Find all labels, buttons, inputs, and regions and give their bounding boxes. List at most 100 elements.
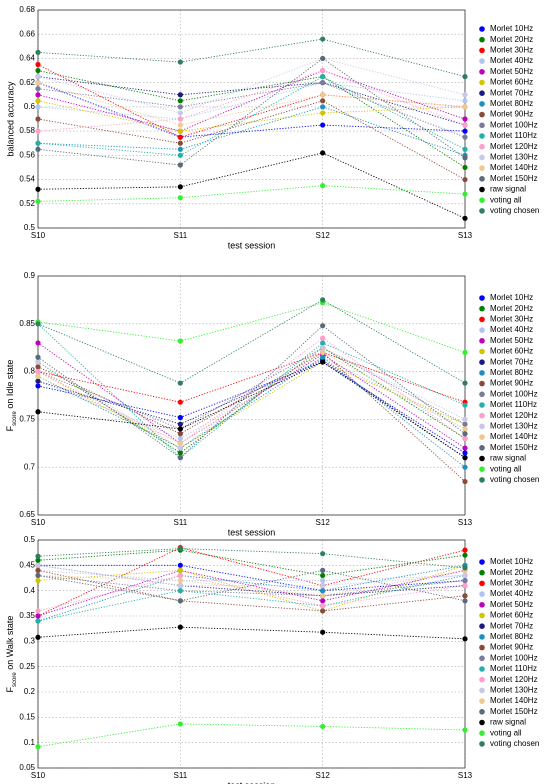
data-point: [35, 321, 41, 327]
data-point: [177, 399, 183, 405]
data-point: [462, 104, 468, 110]
legend-label: voting chosen: [490, 475, 539, 484]
legend-marker: [479, 730, 485, 736]
series-line: [37, 76, 466, 156]
legend-label: Morlet 10Hz: [490, 24, 533, 33]
data-point: [320, 122, 326, 128]
data-point: [177, 92, 183, 98]
series-line: [37, 569, 466, 581]
data-point: [177, 128, 183, 134]
data-point: [35, 608, 41, 614]
legend-marker: [479, 591, 485, 597]
data-point: [177, 455, 183, 461]
data-point: [462, 577, 468, 584]
data-point: [462, 380, 468, 386]
data-point: [35, 378, 41, 384]
series-line: [37, 337, 466, 444]
data-point: [320, 67, 326, 74]
legend-label: Morlet 130Hz: [490, 686, 538, 695]
data-point: [177, 122, 183, 128]
data-point: [462, 547, 468, 553]
data-point: [35, 359, 41, 365]
legend-marker: [479, 455, 485, 462]
series-line: [37, 569, 466, 597]
data-point: [462, 155, 468, 161]
y-tick-label: 0.62: [19, 78, 35, 87]
data-point: [177, 195, 183, 201]
series-line: [37, 575, 466, 612]
data-point: [177, 152, 183, 158]
panel: 0.05 0.1 0.15 0.2 0.25 0.3 0.35 0.4 0.45 0.5 S10 S1…: [5, 535, 539, 784]
data-point: [35, 74, 41, 80]
legend-label: Morlet 60Hz: [490, 78, 533, 87]
data-point: [177, 59, 183, 65]
data-point: [320, 629, 326, 635]
legend-label: Morlet 30Hz: [490, 579, 533, 588]
legend-marker: [479, 327, 485, 333]
data-point: [35, 98, 41, 104]
legend-marker: [479, 58, 485, 64]
data-point: [462, 445, 468, 451]
data-point: [177, 184, 183, 190]
legend-label: Morlet 150Hz: [490, 707, 538, 716]
legend-marker: [479, 197, 485, 203]
plot-frame: [37, 539, 466, 769]
data-point: [320, 598, 326, 604]
data-point: [35, 364, 41, 370]
data-point: [462, 583, 468, 589]
data-point: [177, 146, 183, 152]
series-line: [37, 57, 466, 166]
series-line: [37, 302, 466, 353]
legend-label: Morlet 50Hz: [490, 336, 533, 345]
series-line: [37, 575, 466, 622]
legend-label: Morlet 10Hz: [490, 557, 533, 566]
series-line: [37, 82, 466, 138]
legend-label: Morlet 120Hz: [490, 142, 538, 151]
data-point: [320, 297, 326, 303]
legend-marker: [479, 580, 485, 587]
legend-label: Morlet 70Hz: [490, 621, 533, 630]
y-tick-label: 0.25: [19, 662, 35, 671]
legend-label: Morlet 60Hz: [490, 347, 533, 356]
x-tick-label: S12: [316, 518, 331, 527]
data-point: [320, 80, 326, 86]
legend-marker: [479, 623, 485, 629]
data-point: [35, 553, 41, 559]
data-point: [320, 104, 326, 110]
series-line: [37, 564, 466, 622]
y-tick-label: 0.64: [19, 54, 35, 63]
y-tick-label: 0.58: [19, 126, 35, 135]
legend-label: Morlet 50Hz: [490, 600, 533, 609]
legend-marker: [479, 719, 485, 726]
legend-marker: [479, 186, 485, 193]
data-point: [35, 104, 41, 110]
legend-label: Morlet 100Hz: [490, 389, 538, 398]
y-axis-label: Fscore on Walk state: [5, 616, 17, 693]
legend-label: raw signal: [490, 718, 526, 727]
data-point: [35, 92, 41, 98]
data-point: [320, 340, 326, 346]
data-point: [35, 634, 41, 640]
legend-label: voting chosen: [490, 739, 539, 748]
legend-marker: [479, 741, 485, 747]
series-line: [37, 323, 466, 459]
legend-marker: [479, 90, 485, 96]
x-tick-label: S12: [316, 231, 331, 240]
data-point: [320, 583, 326, 589]
series-line: [37, 82, 466, 138]
legend-label: Morlet 40Hz: [490, 589, 533, 598]
data-point: [177, 583, 183, 589]
data-point: [35, 562, 41, 568]
y-axis-label-rest: on Idle state: [5, 360, 15, 412]
legend-label: Morlet 30Hz: [490, 315, 533, 324]
y-tick-label: 0.1: [24, 738, 36, 747]
legend-label: voting all: [490, 464, 522, 473]
legend-label: Morlet 100Hz: [490, 653, 538, 662]
legend-marker: [479, 634, 485, 640]
plot-frame: [37, 9, 466, 229]
legend-label: raw signal: [490, 185, 526, 194]
legend-marker: [479, 559, 485, 565]
data-point: [35, 49, 41, 55]
y-tick-label: 0.05: [19, 763, 35, 772]
